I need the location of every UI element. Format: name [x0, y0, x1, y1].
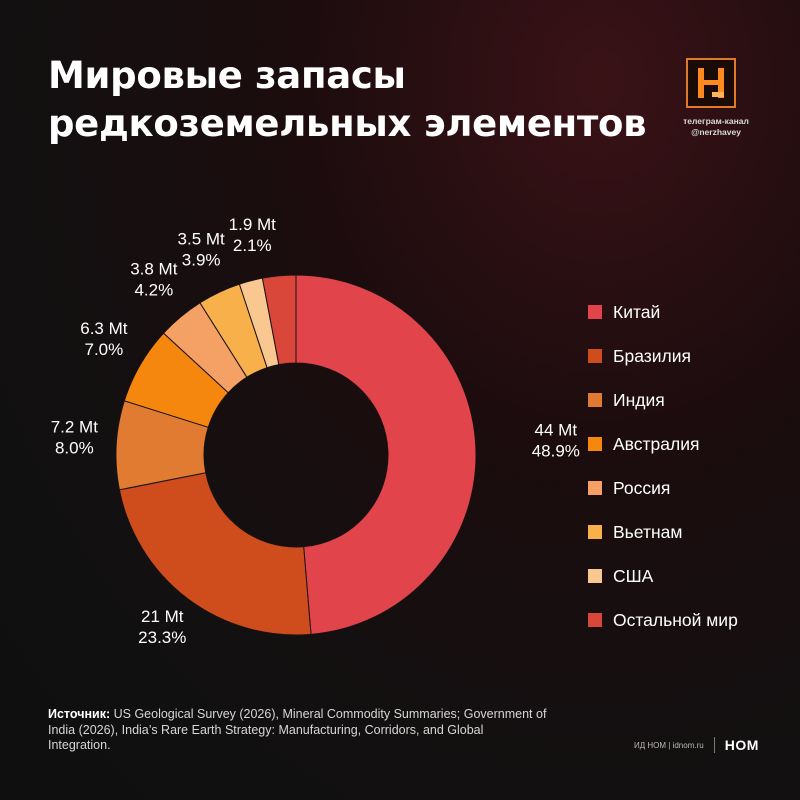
legend-swatch — [588, 305, 602, 319]
legend-item-вьетнам: Вьетнам — [588, 510, 738, 554]
legend-swatch — [588, 481, 602, 495]
source-text: US Geological Survey (2026), Mineral Com… — [48, 707, 547, 752]
channel-caption: телеграм-канал @nerzhavey — [676, 116, 756, 138]
title-line-1: Мировые запасы — [48, 54, 406, 97]
slice-бразилия — [118, 472, 312, 636]
channel-caption-line-1: телеграм-канал — [683, 116, 749, 126]
legend-swatch — [588, 569, 602, 583]
data-label-австралия: 6.3 Mt 7.0% — [80, 319, 128, 359]
footer-brand-mark: НОМ — [724, 737, 759, 753]
legend-swatch — [588, 393, 602, 407]
legend-swatch — [588, 613, 602, 627]
slice-китай — [295, 274, 477, 635]
page-title: Мировые запасы редкоземельных элементов — [48, 52, 647, 148]
value-label-китай: 44 Mt — [535, 420, 578, 439]
percent-label-китай: 48.9% — [532, 441, 580, 460]
legend-swatch — [588, 437, 602, 451]
value-label-сша: 1.9 Mt — [229, 215, 277, 234]
percent-label-вьетнам: 3.9% — [182, 250, 221, 269]
source-note: Источник: US Geological Survey (2026), M… — [48, 707, 548, 754]
value-label-индия: 7.2 Mt — [51, 418, 99, 437]
legend-item-остальной-мир: Остальной мир — [588, 598, 738, 642]
legend-label: Китай — [613, 301, 661, 322]
source-label: Источник: — [48, 707, 111, 721]
nerzhavey-logo-icon — [686, 58, 736, 108]
title-line-2: редкоземельных элементов — [48, 102, 647, 145]
legend-label: США — [613, 565, 654, 586]
data-label-вьетнам: 3.5 Mt 3.9% — [178, 229, 226, 269]
value-label-австралия: 6.3 Mt — [80, 319, 128, 338]
legend-swatch — [588, 349, 602, 363]
legend-item-бразилия: Бразилия — [588, 334, 738, 378]
legend-item-сша: США — [588, 554, 738, 598]
footer-divider — [713, 737, 715, 753]
footer-brand: ИД НОМ | idnom.ru НОМ — [634, 737, 759, 753]
data-label-сша: 1.9 Mt 2.1% — [229, 215, 277, 255]
value-label-вьетнам: 3.5 Mt — [178, 229, 226, 248]
value-label-россия: 3.8 Mt — [130, 259, 178, 278]
channel-handle: @nerzhavey — [691, 127, 741, 137]
chart-legend: Китай Бразилия Индия Австралия Россия Вьетнам… — [588, 290, 738, 642]
data-label-индия: 7.2 Mt 8.0% — [51, 418, 99, 458]
legend-label: Бразилия — [613, 345, 692, 366]
percent-label-австралия: 7.0% — [84, 340, 123, 359]
legend-label: Индия — [613, 389, 665, 410]
data-label-бразилия: 21 Mt 23.3% — [138, 607, 186, 647]
legend-item-россия: Россия — [588, 466, 738, 510]
legend-label: Вьетнам — [613, 521, 683, 542]
value-label-бразилия: 21 Mt — [141, 607, 184, 626]
data-label-россия: 3.8 Mt 4.2% — [130, 259, 178, 299]
footer-brand-text: ИД НОМ | idnom.ru — [634, 740, 704, 750]
legend-label: Остальной мир — [613, 609, 738, 630]
legend-swatch — [588, 525, 602, 539]
legend-item-австралия: Австралия — [588, 422, 738, 466]
legend-item-китай: Китай — [588, 290, 738, 334]
percent-label-россия: 4.2% — [134, 280, 173, 299]
legend-label: Россия — [613, 477, 671, 498]
data-label-китай: 44 Mt 48.9% — [532, 420, 580, 460]
legend-label: Австралия — [613, 433, 700, 454]
slice-остальной-мир — [261, 274, 297, 366]
percent-label-сша: 2.1% — [233, 236, 272, 255]
legend-item-индия: Индия — [588, 378, 738, 422]
percent-label-индия: 8.0% — [55, 439, 94, 458]
percent-label-бразилия: 23.3% — [138, 628, 186, 647]
